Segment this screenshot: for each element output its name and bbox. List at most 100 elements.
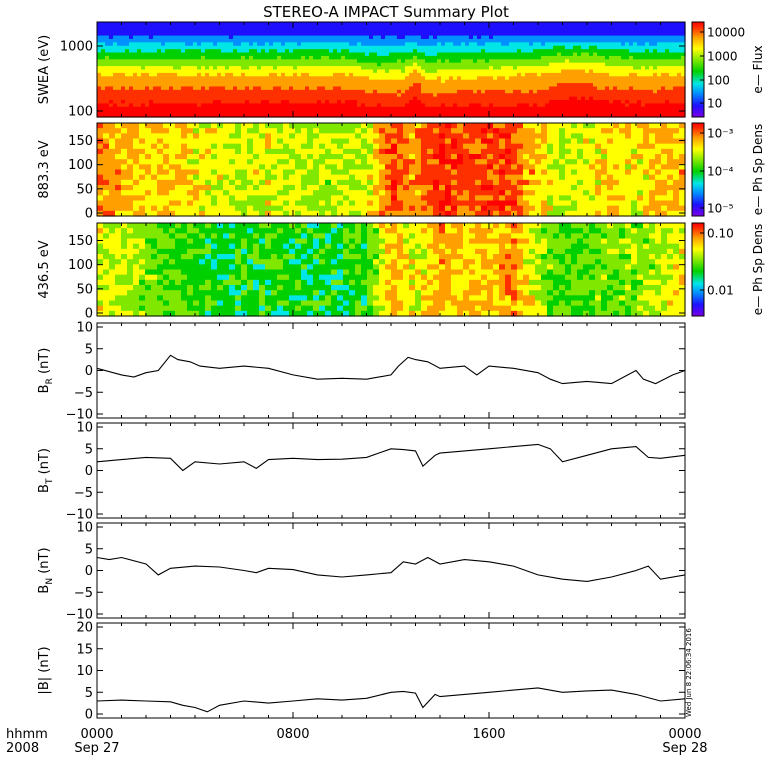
swea-cell [261, 83, 266, 88]
swea-cell [457, 25, 462, 30]
swea-cell [237, 72, 242, 77]
swea-cell [225, 69, 230, 74]
swea-cell [525, 62, 530, 67]
swea-cell [493, 49, 498, 54]
pad883-cell [301, 133, 308, 140]
swea-cell [529, 113, 534, 118]
swea-cell [553, 49, 558, 54]
swea-cell [265, 110, 270, 115]
swea-cell [253, 25, 258, 30]
swea-cell [485, 93, 490, 98]
pad883-cell [217, 169, 224, 176]
swea-cell [329, 42, 334, 47]
swea-cell [233, 89, 238, 94]
pad883-cell [283, 148, 290, 155]
swea-cell [137, 86, 142, 91]
swea-cell [113, 62, 118, 67]
swea-cell [625, 86, 630, 91]
swea-cell [333, 52, 338, 57]
swea-cell [609, 103, 614, 108]
pad883-cell [205, 148, 212, 155]
swea-cell [121, 62, 126, 67]
swea-cell [621, 100, 626, 105]
pad883-cell [181, 128, 188, 134]
pad883-cell [271, 123, 278, 129]
pad883-cell [355, 143, 362, 150]
swea-cell [521, 22, 526, 26]
swea-cell [573, 96, 578, 101]
swea-cell [569, 59, 574, 64]
swea-cell [481, 100, 486, 105]
swea-cell [669, 42, 674, 47]
swea-cell [217, 96, 222, 101]
swea-cell [641, 106, 646, 111]
swea-cell [141, 59, 146, 64]
swea-cell [213, 25, 218, 30]
swea-cell [269, 59, 274, 64]
pad883-cell [277, 154, 284, 160]
swea-cell [633, 110, 638, 115]
swea-cell [469, 113, 474, 118]
swea-cell [105, 52, 110, 57]
swea-cell [257, 106, 262, 111]
swea-cell [581, 93, 586, 98]
pad883-cell [151, 190, 158, 196]
swea-cell [149, 103, 154, 108]
swea-cell [661, 100, 666, 105]
pad883-cell [157, 164, 164, 171]
swea-cell [653, 59, 658, 64]
swea-cell [561, 110, 566, 115]
pad883-cell [199, 210, 206, 217]
swea-cell [165, 28, 170, 33]
swea-cell [149, 32, 154, 37]
swea-cell [545, 59, 550, 64]
swea-cell [313, 89, 318, 94]
pad883-cell [325, 179, 332, 186]
swea-cell [589, 28, 594, 33]
pad883-cell [217, 148, 224, 155]
swea-ylabel: SWEA (eV) [37, 35, 52, 104]
swea-cell [513, 93, 518, 98]
swea-cell [245, 49, 250, 54]
pad883-cell [115, 195, 122, 202]
swea-cell [349, 25, 354, 30]
swea-cell [409, 28, 414, 33]
pad883-cell [163, 159, 170, 165]
swea-cell [465, 72, 470, 77]
pad883-cell [343, 148, 350, 155]
pad883-cell [193, 210, 200, 217]
swea-cell [345, 49, 350, 54]
swea-cell [313, 55, 318, 60]
swea-cell [297, 79, 302, 84]
swea-cell [557, 96, 562, 101]
pad883-cell [355, 179, 362, 186]
swea-cell [457, 32, 462, 37]
swea-cell [213, 79, 218, 84]
swea-cell [665, 28, 670, 33]
swea-cell [433, 103, 438, 108]
swea-cell [673, 86, 678, 91]
swea-cell [369, 106, 374, 111]
swea-cell [401, 89, 406, 94]
swea-cell [629, 62, 634, 67]
pad883-cell [139, 190, 146, 196]
swea-cell [577, 89, 582, 94]
swea-cell [173, 110, 178, 115]
swea-cell [409, 69, 414, 74]
pad883-cell [265, 185, 272, 191]
swea-cell [117, 45, 122, 50]
pad883-cell [157, 210, 164, 217]
swea-cell [429, 72, 434, 77]
swea-cell [137, 93, 142, 98]
swea-cell [213, 83, 218, 88]
pad883-cell [361, 169, 368, 176]
swea-cell [161, 89, 166, 94]
swea-cell [609, 79, 614, 84]
swea-cell [361, 45, 366, 50]
swea-cell [561, 76, 566, 81]
swea-cell [541, 96, 546, 101]
swea-cell [497, 45, 502, 50]
pad883-cell [295, 123, 302, 129]
swea-cell [441, 89, 446, 94]
swea-cell [137, 42, 142, 47]
